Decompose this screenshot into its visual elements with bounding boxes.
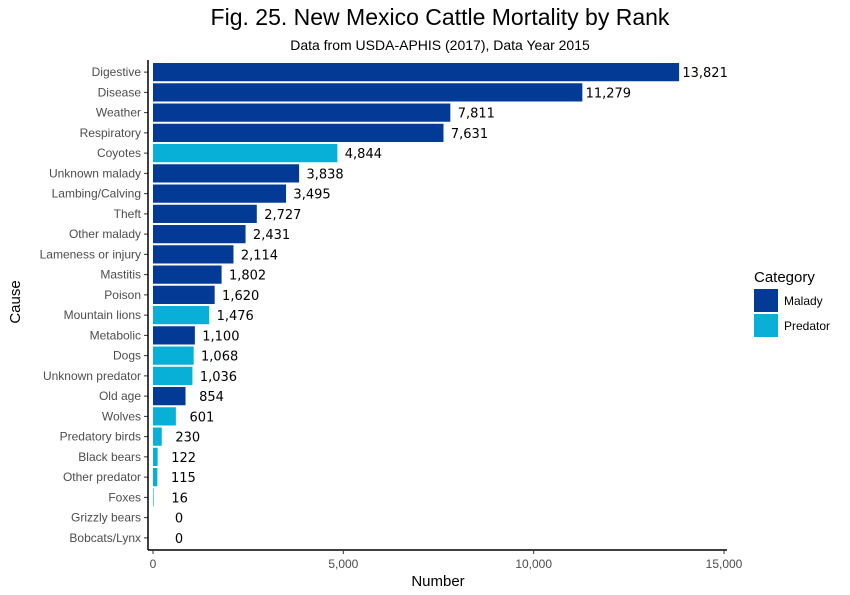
y-tick-label: Weather <box>96 106 141 120</box>
legend-label-malady: Malady <box>784 294 823 308</box>
value-label: 7,631 <box>451 127 488 142</box>
y-tick-label: Black bears <box>78 450 141 464</box>
bar-old-age <box>153 387 186 406</box>
bar-respiratory <box>153 123 444 142</box>
x-tick-label: 5,000 <box>328 557 358 571</box>
y-tick-label: Predatory birds <box>60 430 141 444</box>
y-axis-title: Cause <box>7 280 24 323</box>
value-label: 1,036 <box>200 370 237 385</box>
value-label: 1,100 <box>202 329 239 344</box>
bar-mountain-lions <box>153 306 210 325</box>
y-tick-label: Lameness or injury <box>40 247 141 261</box>
bar-other-malady <box>153 225 246 244</box>
y-tick-label: Foxes <box>108 490 141 504</box>
y-tick-label: Unknown malady <box>49 166 141 180</box>
bar-poison <box>153 285 215 304</box>
chart-title: Fig. 25. New Mexico Cattle Mortality by … <box>210 4 670 30</box>
bar-predatory-birds <box>153 427 162 446</box>
value-label: 230 <box>175 431 200 446</box>
bar-disease <box>153 83 583 102</box>
y-tick-label: Mountain lions <box>64 308 141 322</box>
bar-unknown-predator <box>153 366 193 385</box>
value-label: 13,821 <box>682 66 728 81</box>
y-tick-label: Disease <box>98 85 142 99</box>
y-tick-label: Grizzly bears <box>71 511 141 525</box>
bar-black-bears <box>153 447 158 466</box>
value-label: 1,476 <box>217 309 254 324</box>
value-label: 1,068 <box>201 350 238 365</box>
y-tick-label: Dogs <box>113 349 141 363</box>
bar-foxes <box>153 488 154 507</box>
bar-lambing-calving <box>153 184 287 203</box>
value-label: 3,495 <box>293 188 330 203</box>
y-tick-label: Metabolic <box>90 328 141 342</box>
bar-coyotes <box>153 144 338 163</box>
bar-digestive <box>153 63 680 82</box>
value-label: 0 <box>175 532 183 547</box>
y-tick-label: Poison <box>104 288 141 302</box>
y-tick-label: Lambing/Calving <box>52 187 141 201</box>
bar-weather <box>153 103 451 122</box>
y-tick-label: Wolves <box>102 409 141 423</box>
bar-unknown-malady <box>153 164 300 183</box>
bar-mastitis <box>153 265 222 284</box>
y-tick-label: Mastitis <box>100 268 141 282</box>
bar-dogs <box>153 346 194 365</box>
value-label: 2,727 <box>264 208 301 223</box>
value-label: 601 <box>189 410 214 425</box>
chart-subtitle: Data from USDA-APHIS (2017), Data Year 2… <box>290 37 590 53</box>
legend-swatch-malady <box>754 289 778 312</box>
value-label: 1,802 <box>229 269 266 284</box>
x-axis-title: Number <box>411 573 464 590</box>
value-label: 3,838 <box>306 167 343 182</box>
bar-other-predator <box>153 468 158 487</box>
y-tick-label: Coyotes <box>97 146 141 160</box>
bar-wolves <box>153 407 176 426</box>
value-label: 122 <box>171 451 196 466</box>
y-tick-label: Digestive <box>92 65 142 79</box>
legend-swatch-predator <box>754 314 778 337</box>
y-tick-label: Other malady <box>69 227 141 241</box>
x-axis: 0 5,000 10,000 15,000 <box>148 549 743 571</box>
value-label: 1,620 <box>222 289 259 304</box>
bar-theft <box>153 204 257 223</box>
x-tick-label: 10,000 <box>515 557 552 571</box>
bar-metabolic <box>153 326 195 345</box>
y-axis: Digestive Disease Weather Respiratory Coyote… <box>40 60 149 550</box>
y-tick-label: Theft <box>114 207 142 221</box>
value-label: 4,844 <box>345 147 382 162</box>
x-tick-label: 0 <box>150 557 157 571</box>
y-tick-label: Old age <box>99 389 141 403</box>
value-label: 2,114 <box>241 248 278 263</box>
value-label: 115 <box>171 471 196 486</box>
legend-title: Category <box>754 269 815 286</box>
bar-lameness-or-injury <box>153 245 234 264</box>
value-label: 854 <box>199 390 224 405</box>
legend: Category Malady Predator <box>754 269 830 337</box>
value-label: 7,811 <box>458 107 495 122</box>
y-tick-label: Respiratory <box>80 126 141 140</box>
y-tick-label: Bobcats/Lynx <box>69 531 141 545</box>
legend-label-predator: Predator <box>784 319 830 333</box>
value-label: 11,279 <box>586 86 632 101</box>
y-tick-label: Other predator <box>63 470 141 484</box>
x-tick-label: 15,000 <box>706 557 743 571</box>
value-label: 0 <box>175 512 183 527</box>
value-label: 16 <box>171 491 188 506</box>
value-label: 2,431 <box>253 228 290 243</box>
y-tick-label: Unknown predator <box>43 369 141 383</box>
bars-layer <box>153 63 680 507</box>
